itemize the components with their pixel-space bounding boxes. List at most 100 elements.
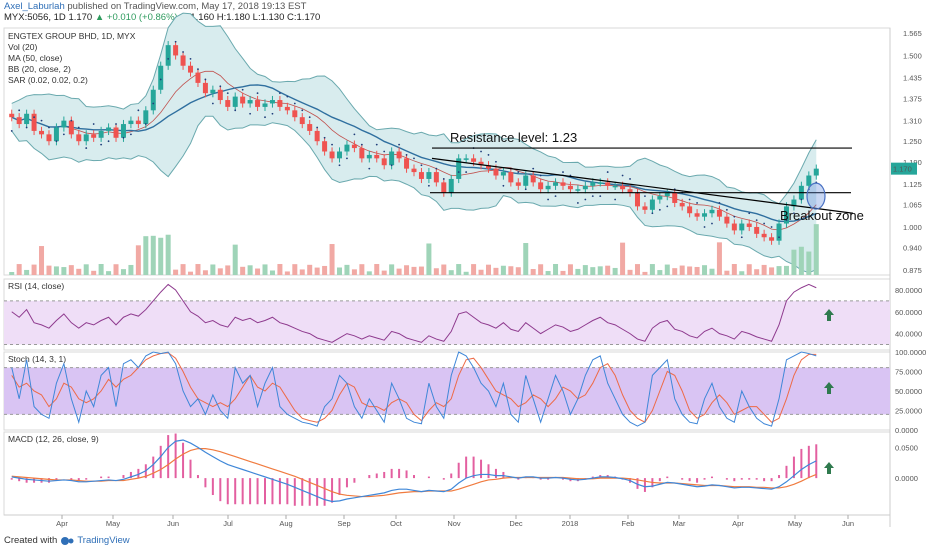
candle-body bbox=[299, 117, 305, 125]
volume-bar bbox=[359, 264, 365, 275]
tradingview-logo-icon bbox=[61, 536, 74, 545]
price-tick-label: 0.875 bbox=[903, 266, 922, 275]
downtrend-line bbox=[431, 157, 854, 214]
candle-body bbox=[307, 124, 313, 131]
volume-bar bbox=[739, 271, 745, 275]
volume-bar bbox=[292, 264, 298, 275]
sar-dot bbox=[703, 226, 706, 228]
sar-dot bbox=[144, 123, 147, 125]
candle-body bbox=[769, 237, 775, 241]
indicator-tick-label: 80.0000 bbox=[895, 286, 922, 295]
volume-bar bbox=[16, 264, 22, 275]
candle-body bbox=[277, 100, 283, 107]
volume-bar bbox=[493, 267, 499, 275]
sar-dot bbox=[323, 136, 326, 139]
sar-dot bbox=[241, 88, 244, 91]
volume-bar bbox=[687, 266, 693, 275]
price-tick-label: 1.500 bbox=[903, 51, 922, 60]
volume-bar bbox=[813, 224, 819, 275]
sar-dot bbox=[644, 195, 646, 197]
candle-body bbox=[418, 172, 424, 179]
volume-bar bbox=[508, 266, 514, 275]
volume-bar bbox=[806, 251, 812, 275]
candle-body bbox=[724, 216, 730, 224]
volume-bar bbox=[575, 268, 581, 275]
candle-body bbox=[24, 113, 30, 125]
sar-dot bbox=[264, 116, 266, 119]
up-arrow-icon bbox=[824, 462, 834, 474]
sar-dot bbox=[666, 205, 669, 208]
candle-body bbox=[188, 65, 194, 73]
sar-dot bbox=[435, 167, 438, 170]
volume-bar bbox=[91, 270, 97, 275]
up-arrow-icon bbox=[824, 382, 834, 394]
candle-body bbox=[389, 151, 395, 166]
candle-body bbox=[754, 226, 760, 234]
sar-dot bbox=[115, 123, 117, 125]
time-tick-label: May bbox=[788, 519, 802, 528]
time-tick-label: Mar bbox=[673, 519, 686, 528]
volume-bar bbox=[545, 271, 551, 275]
volume-bar bbox=[441, 264, 447, 275]
volume-bar bbox=[255, 268, 261, 275]
candle-body bbox=[694, 213, 700, 217]
sar-dot bbox=[748, 212, 751, 215]
volume-bar bbox=[128, 264, 134, 275]
volume-bar bbox=[284, 271, 290, 275]
candle-body bbox=[612, 185, 618, 188]
sar-dot bbox=[353, 133, 356, 136]
candle-body bbox=[649, 199, 655, 210]
candle-body bbox=[426, 172, 432, 179]
volume-bar bbox=[262, 264, 268, 275]
candle-body bbox=[679, 202, 685, 207]
sar-dot bbox=[301, 109, 304, 112]
volume-bar bbox=[731, 264, 737, 275]
sar-dot bbox=[390, 164, 393, 167]
up-arrow-icon bbox=[824, 309, 834, 321]
sar-dot bbox=[793, 212, 795, 215]
volume-bar bbox=[143, 236, 149, 275]
volume-bar bbox=[754, 269, 760, 275]
candle-body bbox=[232, 96, 238, 107]
volume-bar bbox=[553, 264, 559, 275]
volume-bar bbox=[404, 265, 410, 275]
volume-bar bbox=[463, 271, 469, 275]
stoch-k-line bbox=[11, 351, 817, 427]
candle-body bbox=[83, 134, 89, 142]
sar-dot bbox=[562, 171, 564, 173]
volume-bar bbox=[471, 264, 477, 275]
volume-bar bbox=[776, 266, 782, 275]
volume-bar bbox=[590, 267, 596, 275]
candle-body bbox=[411, 168, 417, 173]
sar-dot bbox=[740, 236, 743, 239]
time-tick-label: Jun bbox=[167, 519, 179, 528]
sar-dot bbox=[100, 143, 103, 146]
author-link[interactable]: Axel_Laburlah bbox=[4, 1, 65, 12]
sar-dot bbox=[778, 236, 780, 239]
time-tick-label: Jul bbox=[223, 519, 233, 528]
sar-dot bbox=[159, 78, 162, 81]
candle-body bbox=[359, 148, 365, 159]
last-price-badge bbox=[891, 162, 917, 175]
candle-body bbox=[9, 113, 15, 118]
indicator-tick-label: 100.0000 bbox=[895, 348, 926, 357]
sar-dot bbox=[591, 195, 594, 197]
candle-body bbox=[91, 134, 97, 138]
volume-bar bbox=[240, 266, 246, 275]
pane-border bbox=[3, 431, 891, 516]
volume-bar bbox=[605, 265, 611, 275]
candle-body bbox=[337, 151, 343, 159]
candle-body bbox=[31, 113, 37, 131]
symbol-info: MYX:5056, 1D 1.170 ▲ +0.010 (+0.86%) O:1… bbox=[4, 12, 320, 23]
candle-body bbox=[143, 110, 149, 125]
volume-bar bbox=[567, 264, 573, 275]
indicator-title: RSI (14, close) bbox=[8, 281, 64, 291]
sar-dot bbox=[524, 188, 527, 191]
candle-body bbox=[240, 96, 246, 104]
candle-body bbox=[173, 45, 179, 56]
volume-bar bbox=[411, 266, 417, 275]
tradingview-link[interactable]: TradingView bbox=[77, 535, 130, 546]
candle-body bbox=[255, 100, 261, 107]
sar-dot bbox=[398, 143, 401, 146]
sar-dot bbox=[487, 154, 490, 156]
